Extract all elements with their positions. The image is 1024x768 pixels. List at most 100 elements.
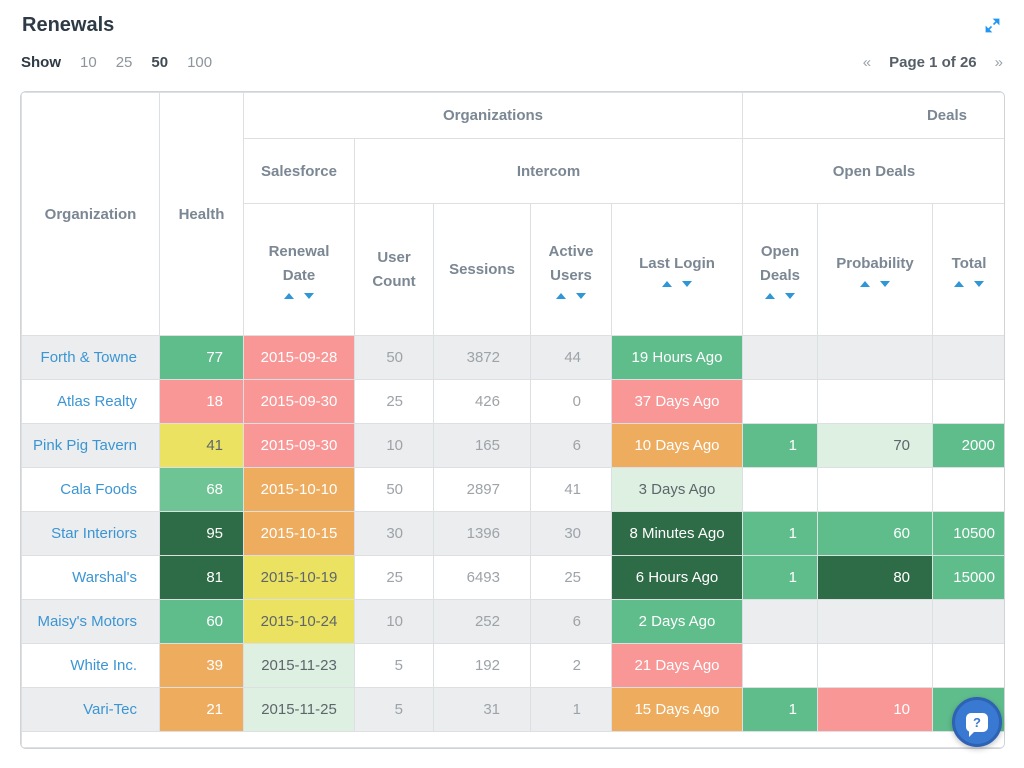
column-header-user-count: User Count [354,203,434,336]
page-size-option-100[interactable]: 100 [187,54,213,71]
cell-user-count: 5 [354,643,434,688]
cell-user-count: 5 [354,687,434,732]
sort-asc-icon[interactable] [556,293,566,299]
organization-link[interactable]: Maisy's Motors [37,613,137,630]
renewals-table: Organization Health Organizations Deals … [21,92,1004,748]
organization-link[interactable]: Atlas Realty [56,393,137,410]
show-label: Show [21,54,61,71]
subgroup-header-open-deals: Open Deals [742,138,1004,204]
column-header-health: Health [159,92,244,336]
cell-probability: 80 [817,555,933,600]
cell-probability: 70 [817,423,933,468]
table-row: Warshal's 81 2015-10-19 25 6493 25 6 Hours Ago… [21,555,1004,600]
cell-active-users: 44 [530,335,612,380]
cell-open-deals: 1 [742,687,818,732]
cell-last-login: 19 Hours Ago [611,335,743,380]
table-body: Forth & Towne 77 2015-09-28 50 3872 44 19 Hour… [21,335,1004,748]
cell-open-deals [742,599,818,644]
prev-page-button[interactable]: « [862,54,872,71]
column-header-open-deals[interactable]: Open Deals [742,203,818,336]
organization-link[interactable]: Forth & Towne [40,349,137,366]
page-size-option-25[interactable]: 25 [115,54,133,71]
cell-last-login: 21 Days Ago [611,643,743,688]
table-row: White Inc. 39 2015-11-23 5 192 2 21 Days Ago [21,643,1004,688]
sort-desc-icon[interactable] [304,293,314,299]
organization-link[interactable]: Cala Foods [60,481,137,498]
cell-open-deals [742,467,818,512]
page-size-selector: Show 10 25 50 100 [21,54,212,71]
cell-total: 15000 [932,555,1004,600]
sort-asc-icon[interactable] [284,293,294,299]
cell-organization: Vari-Tec [21,687,160,732]
cell-renewal-date: 2015-11-25 [243,687,355,732]
cell-user-count: 50 [354,467,434,512]
sort-desc-icon[interactable] [880,281,890,287]
sort-asc-icon[interactable] [954,281,964,287]
sort-desc-icon[interactable] [785,293,795,299]
cell-organization: Maisy's Motors [21,599,160,644]
sort-desc-icon[interactable] [576,293,586,299]
sort-asc-icon[interactable] [860,281,870,287]
organization-link[interactable]: Vari-Tec [83,701,137,718]
cell-renewal-date: 2015-10-24 [243,599,355,644]
cell-health: 60 [159,599,244,644]
cell-probability: 60 [817,511,933,556]
cell-renewal-date: 2015-09-30 [243,423,355,468]
column-header-total[interactable]: Total [932,203,1004,336]
sort-asc-icon[interactable] [765,293,775,299]
renewals-table-container: Organization Health Organizations Deals … [20,91,1005,749]
sort-desc-icon[interactable] [974,281,984,287]
collapse-button[interactable] [983,16,1002,35]
column-header-last-login[interactable]: Last Login [611,203,743,336]
cell-last-login: 3 Days Ago [611,467,743,512]
subgroup-header-salesforce: Salesforce [243,138,355,204]
page-size-option-50[interactable]: 50 [151,54,169,71]
organization-link[interactable]: Pink Pig Tavern [33,437,137,454]
table-row: Atlas Realty 18 2015-09-30 25 426 0 37 Days Ag… [21,379,1004,424]
page-size-options: 10 25 50 100 [80,54,212,71]
cell-active-users: 25 [530,555,612,600]
cell-health: 41 [159,423,244,468]
column-header-renewal-date[interactable]: Renewal Date [243,203,355,336]
group-header-organizations: Organizations [243,92,743,139]
column-header-organization: Organization [21,92,160,336]
cell-renewal-date: 2015-09-30 [243,379,355,424]
page-size-option-10[interactable]: 10 [80,54,97,71]
table-controls: Show 10 25 50 100 « Page 1 of 26 » [20,54,1004,71]
cell-sessions: 1396 [433,511,531,556]
cell-sessions: 31 [433,687,531,732]
column-header-probability[interactable]: Probability [817,203,933,336]
cell-probability [817,467,933,512]
empty-row [21,731,1004,748]
cell-sessions: 3872 [433,335,531,380]
page-title: Renewals [22,14,115,36]
cell-renewal-date: 2015-11-23 [243,643,355,688]
cell-total [932,599,1004,644]
pagination: « Page 1 of 26 » [863,54,1003,71]
sort-asc-icon[interactable] [662,281,672,287]
cell-last-login: 6 Hours Ago [611,555,743,600]
cell-total: 10500 [932,511,1004,556]
cell-open-deals: 1 [742,555,818,600]
cell-open-deals [742,335,818,380]
column-header-active-users[interactable]: Active Users [530,203,612,336]
cell-organization: Star Interiors [21,511,160,556]
cell-renewal-date: 2015-10-15 [243,511,355,556]
help-button[interactable]: ? [952,697,1002,747]
cell-active-users: 30 [530,511,612,556]
table-row: Vari-Tec 21 2015-11-25 5 31 1 15 Days Ago 1 10 [21,687,1004,732]
cell-user-count: 25 [354,379,434,424]
sort-desc-icon[interactable] [682,281,692,287]
cell-active-users: 2 [530,643,612,688]
column-header-sessions: Sessions [433,203,531,336]
cell-probability [817,643,933,688]
cell-organization: Warshal's [21,555,160,600]
cell-health: 68 [159,467,244,512]
organization-link[interactable]: Star Interiors [51,525,137,542]
cell-health: 18 [159,379,244,424]
title-bar: Renewals [20,14,1004,37]
next-page-button[interactable]: » [994,54,1003,71]
cell-total [932,335,1004,380]
organization-link[interactable]: Warshal's [72,569,137,586]
organization-link[interactable]: White Inc. [70,657,137,674]
